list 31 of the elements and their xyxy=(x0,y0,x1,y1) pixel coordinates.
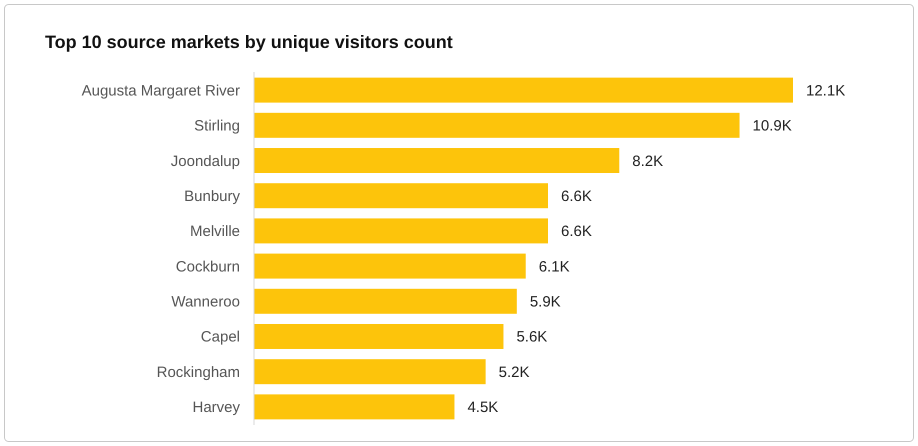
data-label: 4.5K xyxy=(467,399,498,416)
y-tick-label: Harvey xyxy=(192,399,240,416)
data-label: 5.9K xyxy=(530,294,561,311)
data-label: 6.1K xyxy=(538,258,570,276)
data-label: 6.6K xyxy=(561,223,592,240)
bar xyxy=(254,112,740,138)
bar xyxy=(254,183,548,208)
data-label: 5.6K xyxy=(516,328,548,346)
y-tick-label: Stirling xyxy=(194,118,240,135)
y-tick-label: Rockingham xyxy=(156,364,240,381)
data-label: 6.6K xyxy=(561,188,592,205)
y-tick-label: Melville xyxy=(190,223,240,240)
bar xyxy=(254,394,454,420)
data-label: 5.2K xyxy=(498,364,530,381)
bar xyxy=(254,254,526,279)
bar xyxy=(254,148,620,174)
bar xyxy=(254,288,517,314)
bar xyxy=(254,324,504,349)
y-tick-label: Joondalup xyxy=(170,152,240,170)
bar xyxy=(254,359,486,384)
y-tick-label: Capel xyxy=(200,328,240,346)
y-tick-label: Augusta Margaret River xyxy=(82,82,240,100)
data-label: 10.9K xyxy=(752,118,792,135)
y-tick-label: Wanneroo xyxy=(171,294,240,311)
bar xyxy=(254,218,548,244)
y-tick-label: Bunbury xyxy=(184,188,240,205)
y-tick-label: Cockburn xyxy=(176,258,240,276)
data-label: 12.1K xyxy=(806,82,846,100)
bar xyxy=(254,78,793,103)
chart-title: Top 10 source markets by unique visitors count xyxy=(45,32,453,52)
data-label: 8.2K xyxy=(632,152,664,170)
